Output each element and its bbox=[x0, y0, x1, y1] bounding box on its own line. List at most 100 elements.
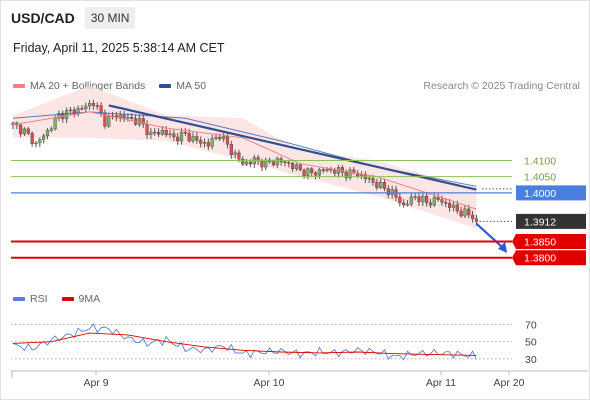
candle bbox=[176, 132, 180, 146]
legend-item-ma50: MA 50 bbox=[159, 80, 206, 92]
candle bbox=[428, 198, 433, 209]
forecast-arrow bbox=[475, 222, 505, 250]
candle-body bbox=[302, 169, 306, 176]
symbol-label: USD/CAD bbox=[11, 10, 75, 26]
candle-body bbox=[22, 128, 27, 135]
candle-body bbox=[172, 133, 176, 138]
candle-body bbox=[367, 177, 371, 180]
candle bbox=[306, 167, 310, 180]
candle-body bbox=[436, 197, 440, 200]
candle bbox=[91, 99, 96, 110]
candle-body bbox=[65, 110, 69, 120]
timestamp: Friday, April 11, 2025 5:38:14 AM CET bbox=[13, 41, 225, 55]
candle bbox=[179, 128, 184, 145]
candle-body bbox=[325, 168, 329, 172]
candle bbox=[402, 199, 406, 208]
candle-body bbox=[214, 136, 218, 139]
candle bbox=[206, 138, 210, 151]
candle bbox=[222, 132, 226, 143]
candle bbox=[34, 140, 38, 148]
candle bbox=[38, 137, 42, 148]
candle-body bbox=[42, 135, 46, 140]
candle-body bbox=[19, 124, 23, 135]
candle-body bbox=[233, 152, 237, 155]
candle-body bbox=[413, 196, 417, 198]
candle-body bbox=[206, 142, 210, 147]
candle-body bbox=[11, 122, 15, 126]
timeframe-button[interactable]: 30 MIN bbox=[84, 7, 136, 29]
candle bbox=[199, 136, 203, 148]
candle bbox=[45, 127, 50, 140]
rsi-line bbox=[12, 323, 477, 361]
candle-body bbox=[348, 169, 352, 178]
candle-body bbox=[57, 113, 61, 119]
candle bbox=[22, 127, 27, 136]
candle-body bbox=[202, 142, 207, 144]
candle bbox=[463, 204, 467, 219]
level-label: 1.4000 bbox=[524, 188, 556, 200]
candle-body bbox=[68, 109, 73, 112]
legend-label-ma20: MA 20 + Bollinger Bands bbox=[30, 80, 146, 92]
candle-body bbox=[26, 128, 30, 134]
candle-body bbox=[294, 164, 299, 169]
level-tag bbox=[516, 213, 586, 229]
candle bbox=[183, 128, 187, 136]
candle bbox=[448, 199, 452, 212]
candle bbox=[233, 149, 237, 159]
rsi-tick-label: 70 bbox=[525, 320, 537, 332]
candle bbox=[294, 163, 299, 171]
candle-body bbox=[344, 172, 348, 178]
candle-body bbox=[45, 130, 50, 137]
candle-body bbox=[241, 158, 245, 165]
candle-body bbox=[310, 168, 314, 174]
candle-body bbox=[425, 195, 429, 204]
candle-body bbox=[256, 157, 260, 162]
candle-body bbox=[333, 169, 337, 174]
candle-body bbox=[222, 136, 226, 140]
rsi-legend: RSI 9MA bbox=[13, 293, 114, 305]
candle-body bbox=[118, 114, 122, 118]
candle-body bbox=[49, 128, 53, 131]
level-resistance: 1.4100 bbox=[11, 155, 556, 167]
candle-body bbox=[290, 163, 295, 169]
price-legend: MA 20 + Bollinger Bands MA 50 bbox=[13, 80, 220, 92]
candle-body bbox=[371, 177, 375, 183]
candle-body bbox=[313, 172, 318, 176]
candle-body bbox=[164, 130, 168, 136]
candle-body bbox=[87, 103, 92, 107]
candle bbox=[440, 195, 444, 206]
level-label: 1.3912 bbox=[524, 216, 556, 228]
candle bbox=[425, 191, 429, 207]
candle-body bbox=[176, 136, 180, 142]
candle-body bbox=[386, 188, 390, 195]
candle bbox=[42, 133, 46, 144]
candle-body bbox=[84, 105, 88, 110]
candle-body bbox=[156, 132, 161, 135]
level-resistance: 1.4050 bbox=[11, 172, 556, 184]
candle bbox=[398, 193, 402, 207]
candle bbox=[421, 191, 425, 207]
legend-label-rsi: RSI bbox=[30, 293, 48, 305]
candle bbox=[417, 192, 421, 206]
candle-body bbox=[444, 201, 448, 204]
candle bbox=[11, 121, 15, 130]
legend-item-ma20: MA 20 + Bollinger Bands bbox=[13, 80, 145, 92]
candle bbox=[459, 206, 463, 218]
candle-body bbox=[237, 152, 241, 160]
candle bbox=[471, 210, 475, 223]
candle-body bbox=[245, 161, 249, 165]
candle-body bbox=[421, 195, 425, 203]
candle bbox=[405, 200, 410, 207]
candle-body bbox=[467, 208, 471, 216]
candle-body bbox=[275, 158, 279, 166]
candle bbox=[313, 171, 318, 180]
candle-body bbox=[225, 136, 230, 145]
candle-body bbox=[271, 161, 276, 166]
candle bbox=[210, 134, 214, 150]
candle-body bbox=[80, 108, 84, 110]
candle-body bbox=[38, 139, 42, 144]
candle-body bbox=[179, 132, 184, 142]
x-tick-label: Apr 20 bbox=[494, 377, 525, 389]
candle bbox=[290, 161, 295, 173]
